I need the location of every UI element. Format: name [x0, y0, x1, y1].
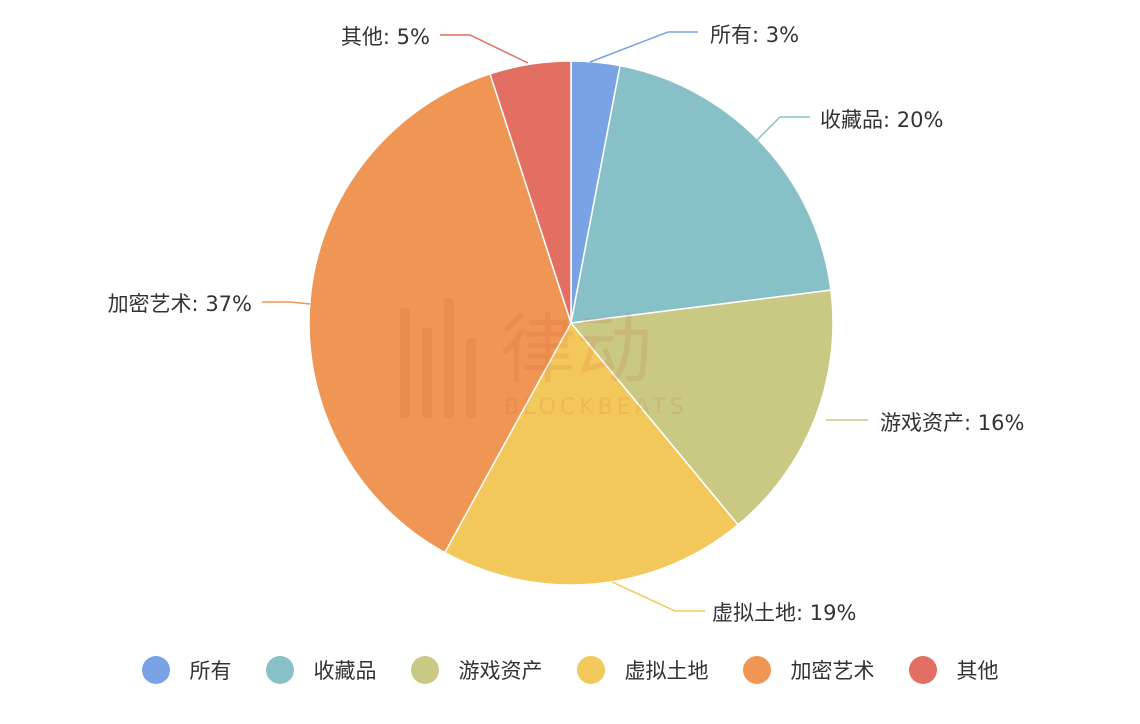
pie-slice-3[interactable] [443, 321, 740, 586]
leader-line-5 [440, 34, 529, 64]
legend-label: 虚拟土地 [624, 659, 709, 683]
svg-text:律动: 律动 [500, 305, 652, 394]
leader-line-4 [262, 301, 311, 305]
slice-label-4: 加密艺术: 37% [108, 292, 252, 316]
legend-label: 加密艺术 [790, 659, 875, 683]
blockbeats-watermark-logo: 律动 BLOCKBEATS [400, 298, 687, 420]
pie-slice-5[interactable] [489, 60, 572, 324]
slice-label-2: 游戏资产: 16% [880, 411, 1024, 435]
legend-item-1[interactable]: 收藏品 [265, 655, 377, 685]
slice-label-0: 所有: 3% [710, 23, 799, 47]
pie-slice-4[interactable] [308, 72, 572, 554]
legend-item-5[interactable]: 其他 [908, 655, 999, 685]
legend-marker [265, 656, 294, 684]
slice-labels: 所有: 3% 收藏品: 20% 游戏资产: 16% 虚拟土地: 19% 加密艺术: 37… [108, 23, 1025, 625]
legend-item-4[interactable]: 加密艺术 [742, 655, 875, 685]
slice-label-3: 虚拟土地: 19% [712, 601, 856, 625]
pie-slice-1[interactable] [570, 64, 832, 324]
legend-item-2[interactable]: 游戏资产 [410, 655, 543, 685]
legend-marker [410, 656, 439, 684]
legend-marker [576, 656, 605, 684]
legend-marker [141, 656, 170, 684]
leader-line-1 [756, 116, 810, 141]
pie-slices [308, 60, 834, 586]
legend-item-0[interactable]: 所有 [141, 655, 232, 685]
svg-text:BLOCKBEATS: BLOCKBEATS [504, 395, 687, 420]
pie-chart: 所有: 3% 收藏品: 20% 游戏资产: 16% 虚拟土地: 19% 加密艺术: 37… [108, 23, 1025, 625]
legend-marker [908, 656, 937, 684]
leader-line-0 [589, 31, 698, 63]
legend-label: 收藏品 [313, 659, 377, 683]
leader-lines [262, 31, 868, 612]
legend-marker [742, 656, 771, 684]
legend-label: 其他 [956, 659, 999, 683]
legend-item-3[interactable]: 虚拟土地 [576, 655, 709, 685]
slice-label-1: 收藏品: 20% [820, 108, 943, 132]
slice-label-5: 其他: 5% [341, 25, 430, 49]
leader-line-3 [611, 581, 705, 612]
legend: 所有 收藏品 游戏资产 虚拟土地 加密艺术 其他 [0, 648, 1140, 692]
pie-slice-2[interactable] [569, 289, 834, 526]
legend-label: 游戏资产 [458, 659, 543, 683]
legend-label: 所有 [189, 659, 232, 683]
